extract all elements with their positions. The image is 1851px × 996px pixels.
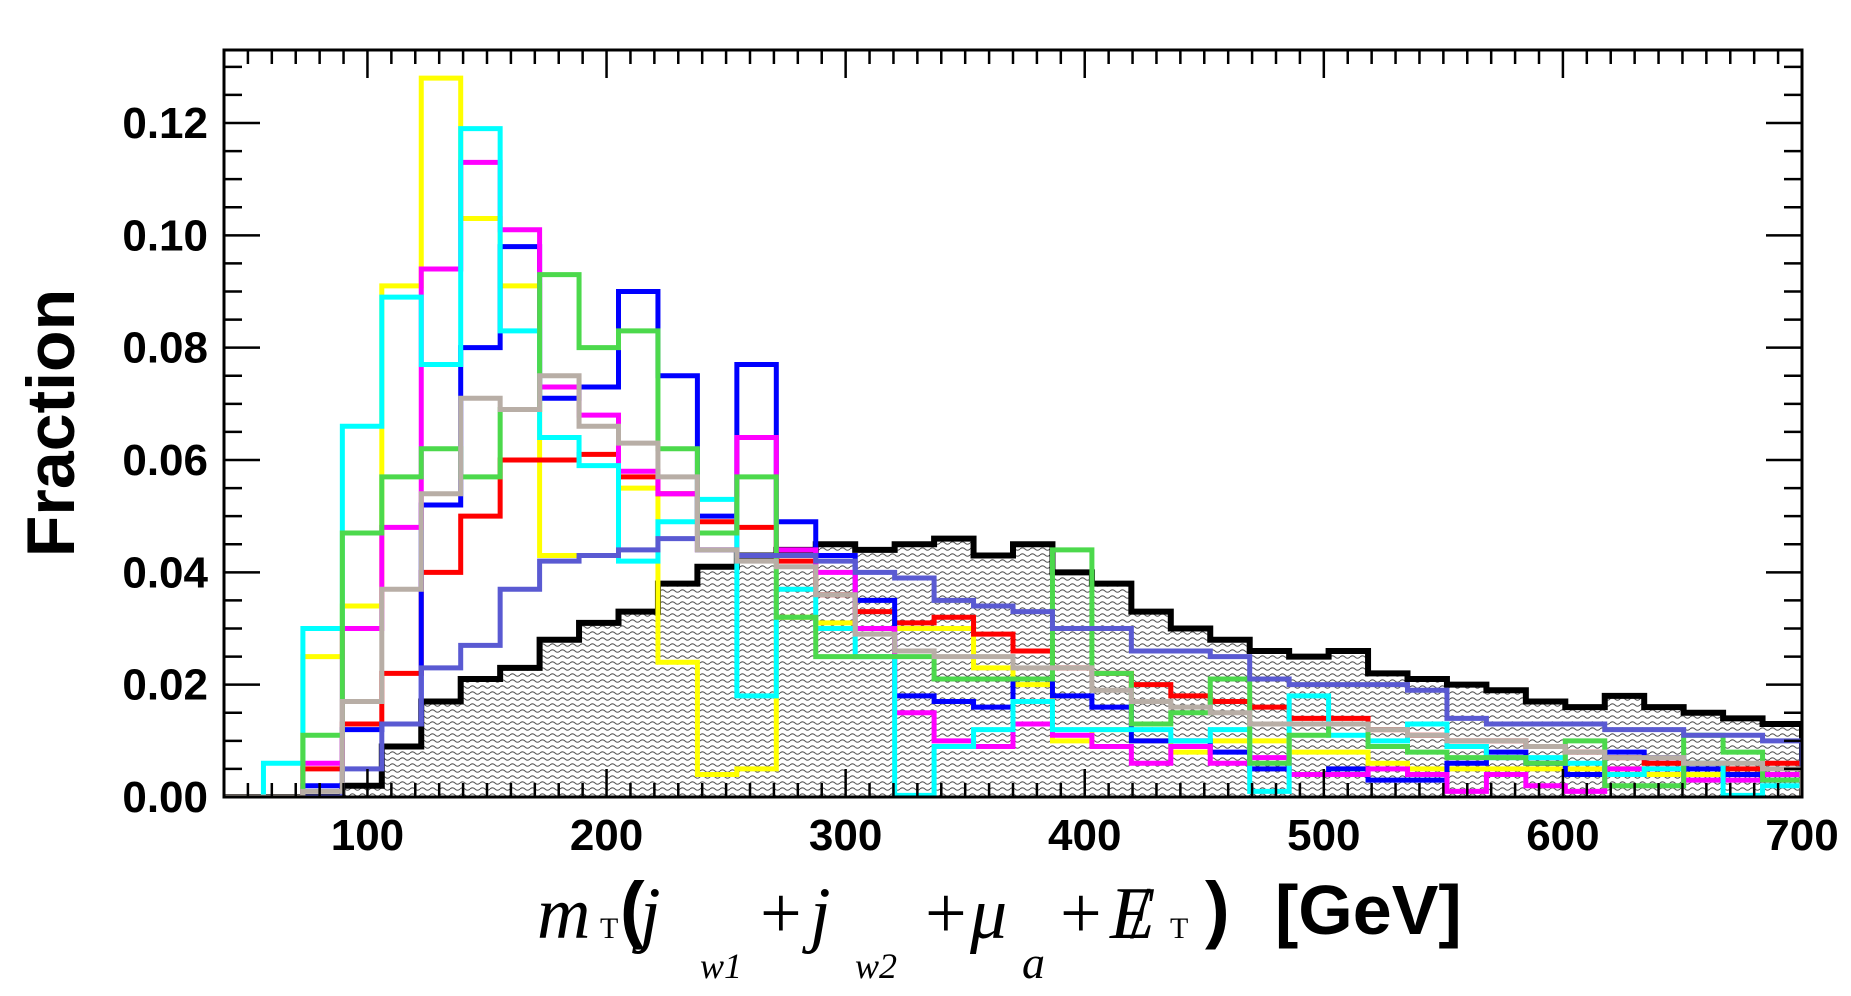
bar-black-32 [1486, 690, 1526, 797]
xlabel-paren-close: ) [1205, 867, 1230, 950]
bar-black-6 [460, 679, 501, 797]
series-layer [224, 75, 1802, 797]
x-tick-label-400: 400 [1048, 811, 1121, 860]
x-axis-label: m T ( j w1 + j w2 + μ a + E / T ) [GeV] [537, 867, 1462, 988]
xlabel-m: m [537, 873, 590, 955]
bar-black-36 [1644, 707, 1684, 797]
series-black [224, 535, 1802, 797]
xlabel-paren-open: ( [620, 867, 645, 950]
xlabel-j2: j [802, 873, 831, 955]
bar-black-12 [697, 566, 737, 797]
bar-black-19 [973, 555, 1013, 797]
xlabel-unit: [GeV] [1275, 871, 1462, 949]
y-tick-label-4: 0.08 [122, 324, 208, 373]
y-tick-label-1: 0.02 [122, 661, 208, 710]
xlabel-sub-w1: w1 [700, 946, 742, 986]
bar-black-10 [618, 611, 658, 797]
y-axis-label: Fraction [13, 289, 89, 557]
bar-black-23 [1131, 611, 1171, 797]
y-tick-label-6: 0.12 [122, 99, 208, 148]
step-line-gray [224, 373, 1802, 797]
bar-black-21 [1052, 572, 1092, 797]
xlabel-sub-t: T [600, 912, 618, 945]
bar-black-15 [815, 544, 856, 797]
bar-black-38 [1723, 718, 1763, 797]
bar-black-25 [1210, 639, 1250, 797]
xlabel-slash: / [1130, 873, 1151, 955]
bar-black-5 [421, 701, 461, 797]
x-tick-label-300: 300 [809, 811, 882, 860]
x-tick-label-200: 200 [570, 811, 643, 860]
xlabel-e: E [1109, 873, 1155, 955]
bar-black-16 [855, 549, 895, 797]
xlabel-plus1: + [760, 873, 802, 955]
y-tick-label-0: 0.00 [122, 773, 208, 822]
bar-black-8 [539, 639, 580, 797]
bar-black-3 [342, 785, 382, 797]
bar-black-37 [1683, 712, 1724, 797]
xlabel-plus2: + [925, 873, 967, 955]
labels-layer: 100 200 300 400 500 600 700 0.00 0.02 0.04 0.06 0.0… [122, 99, 1838, 860]
bar-black-13 [736, 555, 777, 797]
y-tick-label-5: 0.10 [122, 211, 208, 260]
bar-black-17 [894, 544, 935, 797]
y-tick-label-2: 0.04 [122, 548, 208, 597]
x-tick-label-100: 100 [331, 811, 404, 860]
y-tick-label-3: 0.06 [122, 436, 208, 485]
bar-black-18 [934, 538, 974, 797]
x-tick-label-500: 500 [1287, 811, 1360, 860]
bar-black-11 [657, 583, 698, 797]
bar-black-35 [1604, 695, 1645, 797]
series-gray [224, 373, 1802, 797]
step-line-black [224, 535, 1802, 797]
xlabel-plus3: + [1060, 873, 1102, 955]
x-tick-label-600: 600 [1526, 811, 1599, 860]
bar-black-7 [500, 667, 540, 797]
xlabel-sub-t2: T [1170, 912, 1188, 945]
step-line-slateblue [224, 536, 1802, 797]
bar-black-33 [1525, 701, 1566, 797]
x-tick-label-700: 700 [1765, 811, 1838, 860]
bar-black-20 [1013, 544, 1053, 797]
xlabel-mu: μ [969, 873, 1007, 955]
xlabel-sub-w2: w2 [855, 946, 897, 986]
series-slateblue [224, 536, 1802, 797]
xlabel-sub-a: a [1022, 937, 1045, 988]
bar-black-30 [1407, 679, 1447, 797]
axes-layer [222, 48, 1804, 799]
bar-black-29 [1368, 673, 1408, 797]
bar-black-9 [579, 622, 619, 797]
